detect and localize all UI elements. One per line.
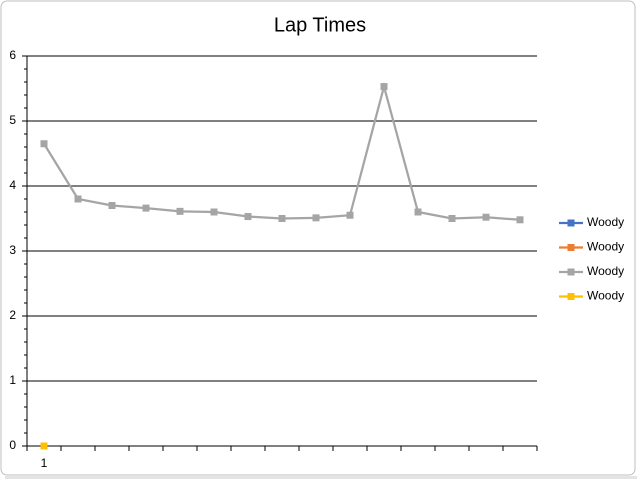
point-marker: [108, 202, 116, 209]
point-marker: [210, 208, 218, 216]
y-tick-label: 1: [9, 373, 16, 387]
legend-label: Woody: [587, 289, 624, 303]
y-tick-label: 2: [9, 308, 16, 322]
point-marker: [312, 214, 320, 222]
y-tick-label: 6: [9, 48, 16, 62]
point-marker: [40, 140, 48, 148]
y-tick-label: 0: [9, 438, 16, 452]
y-tick-label: 5: [9, 113, 16, 127]
y-tick-label: 4: [9, 178, 16, 192]
legend-marker: [567, 268, 575, 276]
point-marker: [244, 213, 252, 221]
point-marker: [74, 195, 82, 203]
point-marker: [414, 208, 422, 216]
point-marker: [482, 213, 490, 221]
point-marker: [516, 216, 524, 224]
point-marker: [448, 215, 456, 222]
legend-label: Woody: [587, 215, 624, 229]
legend-marker: [567, 219, 575, 227]
point-marker: [142, 204, 150, 212]
y-tick-label: 3: [9, 243, 16, 257]
point-marker: [346, 211, 354, 219]
point-marker: [40, 442, 48, 450]
legend-marker: [567, 293, 575, 300]
chart-shadow: [5, 476, 637, 479]
point-marker: [380, 83, 388, 91]
point-marker: [176, 207, 184, 215]
x-tick-label: 1: [41, 456, 48, 470]
legend-marker: [567, 244, 575, 251]
point-marker: [278, 215, 286, 222]
legend-label: Woody: [587, 240, 624, 254]
legend-label: Woody: [587, 264, 624, 278]
chart-title: Lap Times: [274, 14, 366, 36]
